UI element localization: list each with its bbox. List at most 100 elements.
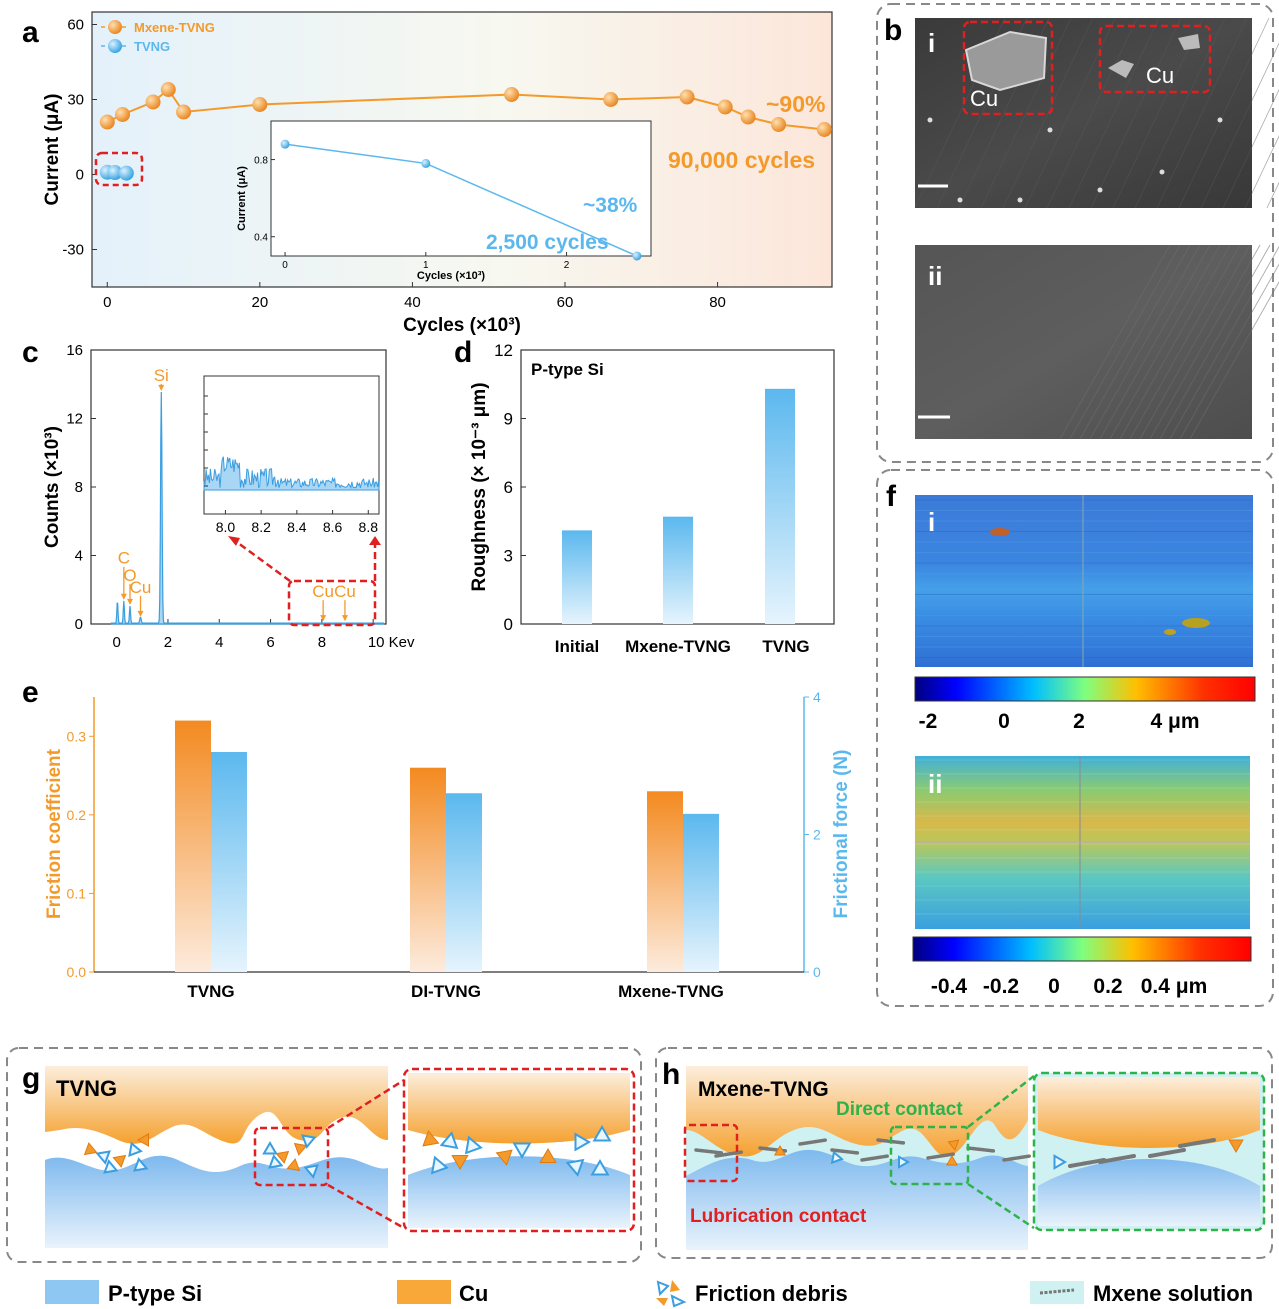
debris-cu <box>539 1148 557 1163</box>
legend-swatch-debris <box>656 1280 687 1308</box>
scratch-line <box>1129 244 1241 440</box>
debris-cu <box>945 1155 959 1166</box>
mxene-flake <box>926 1152 956 1160</box>
inset-point <box>280 139 290 149</box>
cu-flake-large <box>964 30 1048 92</box>
scratch-line <box>1109 244 1221 440</box>
peak-label: Cu <box>312 582 334 601</box>
scratch-line <box>1112 17 1204 209</box>
bars-e: TVNG DI-TVNG Mxene-TVNG <box>175 720 724 1001</box>
point-mxene <box>771 117 787 132</box>
scratch-line <box>1169 245 1279 440</box>
direct-contact-box <box>889 1125 970 1186</box>
inset-c-x-tick-label: 8.8 <box>359 519 379 535</box>
inset-x-tick-label: 1 <box>423 260 429 271</box>
debris-cu <box>1228 1139 1244 1154</box>
sem-particle <box>1047 127 1053 133</box>
y-tick-label-d: 9 <box>504 410 513 429</box>
point-mxene <box>99 114 115 130</box>
scratch-line <box>1200 42 1279 209</box>
mxene-flake <box>798 1138 828 1146</box>
axes-c: 0 2 4 6 8 10 Kev 0 4 8 12 16 Counts (×10³) <box>42 342 415 651</box>
debris-h <box>773 1139 960 1169</box>
zoom-contents-h <box>1053 1138 1244 1170</box>
zoom-line-g-bottom <box>327 1183 405 1230</box>
scratch-line <box>1046 17 1138 209</box>
afm-particle-3 <box>1164 629 1176 635</box>
zoom-line-left <box>233 538 291 583</box>
debris-si <box>512 1142 532 1159</box>
bars-d: Initial Mxene-TVNG TVNG <box>555 388 810 656</box>
zoom-view-h-frame <box>1032 1071 1266 1232</box>
debris-si <box>590 1159 610 1176</box>
panel-label-g: g <box>22 1062 40 1095</box>
y-tick-label-a: 30 <box>67 92 84 109</box>
scratch-line <box>1079 244 1191 440</box>
y-tick-label-left-e: 0.1 <box>67 885 87 901</box>
x-tick-label-d: Initial <box>555 637 599 656</box>
colorbar-ticks-i: -2 0 2 4 μm <box>919 710 1200 733</box>
legend-swatch-si <box>45 1280 99 1304</box>
sem-label-ii: ii <box>928 261 942 291</box>
mxene-flake <box>830 1148 860 1155</box>
zoom-line-g-top <box>327 1078 405 1130</box>
debris-cu <box>947 1139 960 1151</box>
sem-image-ii <box>915 245 1252 439</box>
mxene-flake <box>966 1146 996 1153</box>
scratch-line <box>1179 263 1279 440</box>
x-tick-label-c: 2 <box>164 634 172 651</box>
zoom-line-h-top <box>967 1075 1035 1128</box>
debris-si <box>830 1150 844 1165</box>
y-tick-label-a: 0 <box>76 167 84 184</box>
bar-frictional-force <box>683 813 719 972</box>
y-tick-label-right-e: 0 <box>813 964 821 980</box>
panel-label-h: h <box>662 1058 680 1091</box>
legend-text-si: P-type Si <box>108 1281 202 1306</box>
inset-y-label: Current (μA) <box>236 166 248 231</box>
eds-spectrum <box>110 391 385 625</box>
panel-g-frame <box>6 1047 642 1263</box>
si-zoom-h <box>1038 1159 1260 1226</box>
peak-arrowhead <box>137 610 144 617</box>
cu-layer-g <box>45 1066 388 1144</box>
mxene-flake <box>1002 1154 1032 1162</box>
legend-a: Mxene-TVNG TVNG <box>101 20 215 54</box>
debris-si <box>128 1141 143 1157</box>
sem-particle <box>1217 117 1223 123</box>
cu-box-1 <box>962 20 1054 116</box>
debris-si <box>898 1155 910 1169</box>
y-axis-label-d: Roughness (× 10⁻³ μm) <box>469 382 490 591</box>
peak-label: Si <box>154 366 169 385</box>
scratch-line <box>1149 244 1261 440</box>
peak-arrowhead <box>120 593 127 600</box>
x-tick-label-d: Mxene-TVNG <box>625 637 731 656</box>
point-mxene <box>679 89 695 105</box>
cu-flake-small-2 <box>1178 34 1200 50</box>
y-axis-label-right-e: Frictional force (N) <box>831 750 852 919</box>
colorbar-tick-label-ii: -0.2 <box>983 975 1019 998</box>
debris-cu <box>495 1149 513 1166</box>
colorbar-i <box>914 676 1256 702</box>
y-tick-label-right-e: 2 <box>813 827 821 843</box>
mxene-flake <box>714 1150 744 1158</box>
inset-a <box>270 120 652 257</box>
y-axis-label-c: Counts (×10³) <box>42 426 63 548</box>
highlight-box-tvng <box>94 151 144 187</box>
debris-si <box>1053 1154 1067 1170</box>
bar-friction-coefficient <box>410 767 446 972</box>
inset-point <box>632 251 642 261</box>
panel-g: g TVNG <box>6 1047 642 1263</box>
point-mxene <box>740 109 756 125</box>
debris-si <box>439 1131 459 1150</box>
scratch-line <box>1059 244 1171 440</box>
y-tick-label-c: 16 <box>66 342 83 359</box>
colorbar-ticks-ii: -0.4 -0.2 0 0.2 0.4 μm <box>931 975 1207 998</box>
mxene-flake <box>694 1148 724 1155</box>
sem-particle <box>1097 187 1103 193</box>
debris-si <box>574 1132 591 1152</box>
scratch-line <box>1089 244 1201 440</box>
inset-c <box>203 375 380 515</box>
si-layer-h <box>686 1149 1028 1250</box>
